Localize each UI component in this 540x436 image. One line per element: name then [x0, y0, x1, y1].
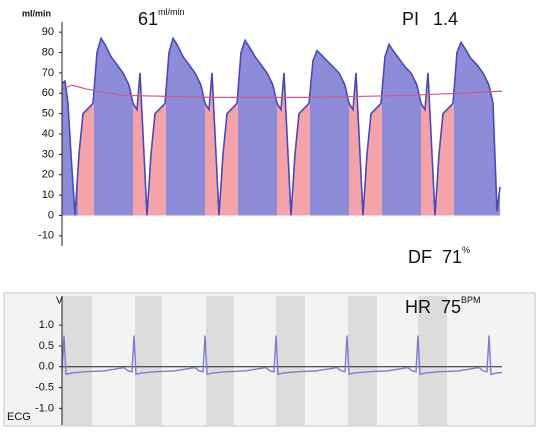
pi-readout: PI 1.4	[402, 9, 458, 29]
shaded-band	[276, 296, 305, 425]
shaded-band	[348, 296, 377, 425]
y-tick-label: 60	[42, 87, 54, 99]
y-tick-label: 70	[42, 67, 54, 79]
readout-label: HR	[405, 297, 431, 317]
y-tick-label: 30	[42, 148, 54, 160]
shaded-band	[62, 296, 92, 425]
readout-unit: BPM	[461, 295, 481, 305]
shaded-band	[135, 296, 162, 425]
y-tick-label: 1.0	[39, 319, 54, 331]
readout-label: DF	[408, 247, 432, 267]
readout-value: 61	[138, 9, 158, 29]
shaded-band	[206, 296, 234, 425]
flow-chart: -10 0 10 20 30 40 50 60 70 80 90	[38, 22, 503, 246]
y-tick-label: 80	[42, 46, 54, 58]
y-tick-label: -0.5	[35, 381, 54, 393]
hr-readout: HR 75BPM	[405, 295, 481, 316]
y-axis-label: ml/min	[22, 8, 51, 18]
y-tick-label: 0.0	[39, 361, 54, 373]
readout-value: 1.4	[433, 9, 458, 29]
flow-outline	[61, 36, 501, 216]
y-tick-label: -10	[38, 230, 54, 242]
panel-label: ECG	[7, 411, 31, 423]
y-tick-label: 50	[42, 108, 54, 120]
mean-line	[61, 84, 503, 98]
readout-unit: %	[462, 245, 470, 255]
y-tick-label: 90	[42, 26, 54, 38]
readout-unit: ml/min	[158, 7, 185, 17]
df-readout: DF 71%	[408, 245, 470, 266]
y-tick-label: 10	[42, 189, 54, 201]
readout-value: 71	[442, 247, 462, 267]
y-tick-label: 0.5	[39, 340, 54, 352]
flow-readout: 61ml/min	[138, 7, 185, 28]
y-tick-label: 40	[42, 128, 54, 140]
ecg-chart: 1.0 0.5 0.0 -0.5 -1.0	[35, 296, 503, 425]
readout-label: PI	[402, 9, 419, 29]
diastole-fill	[78, 90, 94, 216]
y-tick-label: 0	[48, 209, 54, 221]
y-axis-label: V	[56, 296, 63, 307]
readout-value: 75	[441, 297, 461, 317]
y-tick-label: 20	[42, 169, 54, 181]
shaded-band	[418, 296, 447, 425]
ecg-line	[61, 335, 503, 376]
y-tick-label: -1.0	[35, 402, 54, 414]
